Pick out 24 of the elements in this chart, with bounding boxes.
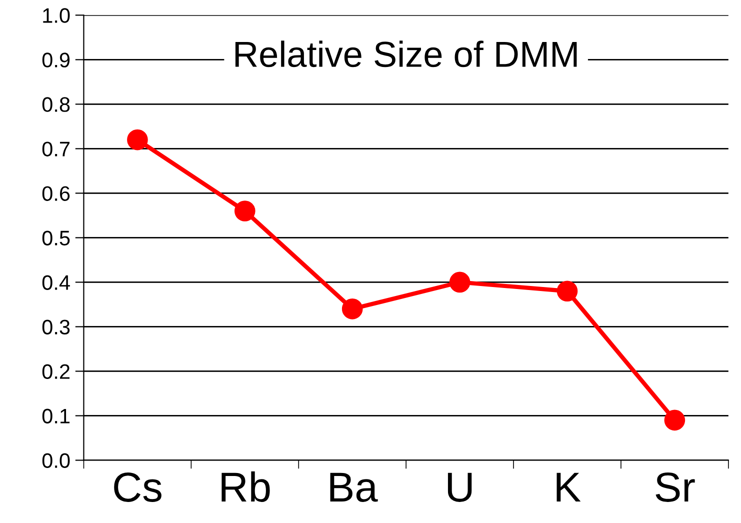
y-tick-label: 0.8	[42, 97, 70, 112]
y-tick-label: 0.6	[42, 186, 70, 201]
y-tick-label: 0.5	[42, 230, 70, 246]
y-tick-label: 1.0	[43, 8, 70, 23]
y-tick-label: 0.9	[42, 52, 70, 68]
y-tick-label: 0.7	[42, 142, 70, 156]
x-tick-label: K	[556, 472, 581, 502]
x-tick-label: U	[448, 472, 472, 502]
point	[234, 200, 256, 222]
y-tick-label: 0.1	[42, 408, 70, 424]
point	[664, 410, 686, 431]
point	[342, 298, 363, 320]
x-tick-label: Rb	[222, 471, 270, 502]
y-tick-label: 0.3	[42, 320, 70, 334]
y-tick-label: 0.2	[42, 364, 70, 379]
text: Relative Size of DMM	[235, 40, 577, 68]
point	[127, 129, 148, 150]
point	[449, 272, 470, 293]
point	[556, 280, 578, 302]
x-tick-label: Sr	[656, 472, 695, 502]
y-tick-label: 0.0	[42, 453, 70, 468]
x-tick-label: Cs	[114, 472, 162, 502]
y-tick-label: 0.4	[42, 275, 70, 290]
x-tick-label: Ba	[330, 472, 378, 502]
